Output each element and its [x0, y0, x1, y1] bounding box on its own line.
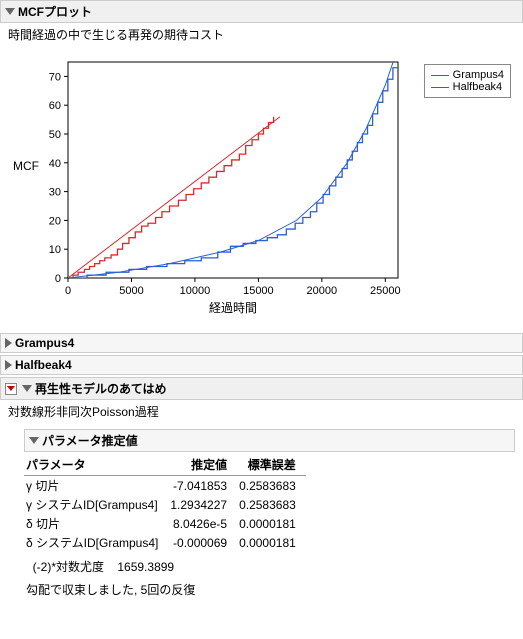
- table-row: δ システムID[Grampus4]-0.0000690.0000181: [24, 533, 306, 552]
- grampus4-header[interactable]: Grampus4: [0, 333, 523, 353]
- mcf-subtitle: 時間経過の中で生じる再発の期待コスト: [0, 23, 523, 46]
- mcf-plot-header[interactable]: MCFプロット: [0, 0, 523, 23]
- chevron-right-icon: [5, 360, 12, 370]
- svg-text:30: 30: [49, 187, 61, 199]
- halfbeak4-header[interactable]: Halfbeak4: [0, 355, 523, 375]
- svg-text:70: 70: [49, 71, 61, 83]
- legend-swatch: [431, 87, 449, 88]
- legend-item: Halfbeak4: [431, 81, 504, 93]
- svg-text:経過時間: 経過時間: [209, 301, 257, 315]
- svg-text:60: 60: [49, 100, 61, 112]
- legend-label: Grampus4: [453, 69, 504, 81]
- col-param: パラメータ: [24, 454, 168, 476]
- convergence-msg: 勾配で収束しました, 5回の反復: [24, 575, 515, 598]
- section-label: Grampus4: [15, 336, 74, 350]
- section-title: MCFプロット: [18, 3, 92, 20]
- svg-text:25000: 25000: [370, 285, 401, 297]
- legend: Grampus4 Halfbeak4: [424, 64, 511, 98]
- svg-text:10: 10: [49, 244, 61, 256]
- param-estimate-header[interactable]: パラメータ推定値: [24, 429, 515, 452]
- section-title: パラメータ推定値: [42, 432, 138, 449]
- svg-text:20000: 20000: [307, 285, 338, 297]
- svg-text:15000: 15000: [243, 285, 274, 297]
- table-row: γ 切片-7.0418530.2583683: [24, 476, 306, 496]
- dropdown-menu-icon[interactable]: [5, 383, 17, 395]
- fit-subtitle: 対数線形非同次Poisson過程: [0, 400, 523, 423]
- table-row: δ 切片8.0426e-50.0000181: [24, 514, 306, 533]
- svg-text:10000: 10000: [180, 285, 211, 297]
- svg-text:0: 0: [55, 273, 61, 285]
- chevron-down-icon: [22, 385, 32, 392]
- param-table: パラメータ 推定値 標準誤差 γ 切片-7.0418530.2583683γ シ…: [24, 454, 306, 552]
- fit-model-header[interactable]: 再生性モデルのあてはめ: [0, 377, 523, 400]
- chevron-down-icon: [5, 8, 15, 15]
- mcf-chart: 0 10 20 30 40 50 60 70 0 5000 10000 15000 20000 25000…: [0, 46, 523, 331]
- table-row: γ システムID[Grampus4]1.29342270.2583683: [24, 495, 306, 514]
- col-se: 標準誤差: [237, 454, 306, 476]
- svg-text:50: 50: [49, 129, 61, 141]
- col-estimate: 推定値: [168, 454, 237, 476]
- svg-text:20: 20: [49, 215, 61, 227]
- chevron-down-icon: [29, 437, 39, 444]
- svg-text:40: 40: [49, 158, 61, 170]
- mcf-chart-svg: 0 10 20 30 40 50 60 70 0 5000 10000 15000 20000 25000…: [8, 52, 408, 318]
- chevron-right-icon: [5, 338, 12, 348]
- section-title: 再生性モデルのあてはめ: [35, 380, 167, 397]
- section-label: Halfbeak4: [15, 358, 72, 372]
- svg-text:5000: 5000: [119, 285, 143, 297]
- legend-label: Halfbeak4: [453, 81, 503, 93]
- svg-text:MCF: MCF: [13, 159, 39, 173]
- loglik-row: (-2)*対数尤度 1659.3899: [24, 552, 515, 575]
- legend-swatch: [431, 75, 449, 76]
- svg-text:0: 0: [65, 285, 71, 297]
- legend-item: Grampus4: [431, 69, 504, 81]
